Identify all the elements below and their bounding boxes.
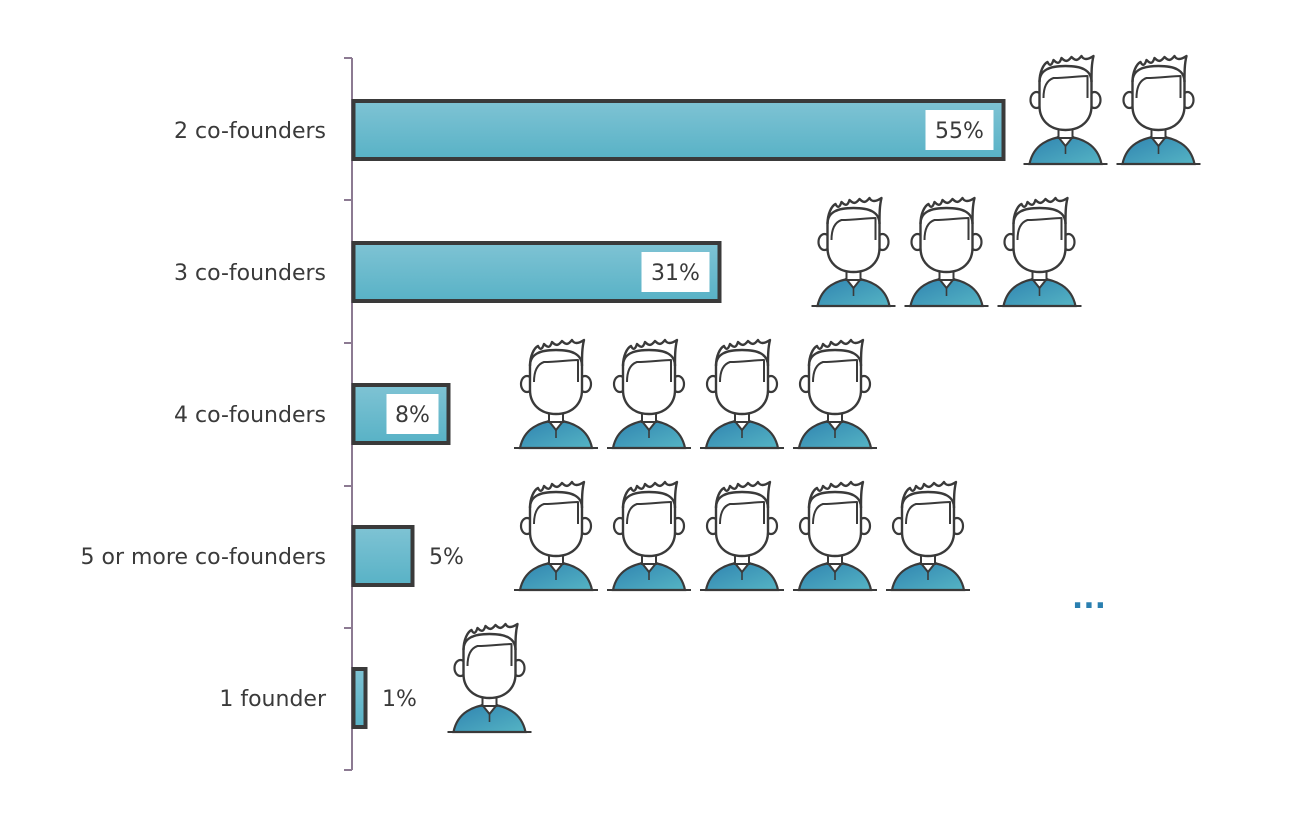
category-label: 1 founder xyxy=(219,687,327,712)
founder-person-icon xyxy=(904,196,989,308)
value-label: 31% xyxy=(651,261,700,286)
value-label-box xyxy=(641,252,710,292)
bar xyxy=(351,99,1006,161)
category-label: 3 co-founders xyxy=(174,261,326,286)
value-label-box xyxy=(925,110,994,150)
founder-person-icon xyxy=(1023,54,1108,166)
y-axis xyxy=(344,57,353,771)
founder-person-icon xyxy=(1116,54,1201,166)
founder-person-icon xyxy=(447,622,532,734)
bars xyxy=(351,99,1006,729)
founder-person-icon xyxy=(514,338,598,450)
value-label-box xyxy=(386,394,439,434)
founder-person-icon xyxy=(793,338,877,450)
founder-person-icon xyxy=(607,480,691,592)
category-label: 4 co-founders xyxy=(174,403,326,428)
category-label: 2 co-founders xyxy=(174,119,326,144)
founder-person-icon xyxy=(793,480,877,592)
founder-person-icon xyxy=(514,480,598,592)
founder-person-icon xyxy=(811,196,896,308)
category-labels: 2 co-founders 3 co-founders 4 co-founders 5… xyxy=(81,119,327,712)
more-indicator: ... xyxy=(1072,581,1106,616)
founder-person-icon xyxy=(700,480,784,592)
bar xyxy=(351,667,368,729)
value-label: 55% xyxy=(935,119,984,144)
value-label: 1% xyxy=(382,687,417,712)
founder-person-icon xyxy=(997,196,1082,308)
value-labels: 55% 31% 8% 5% 1% xyxy=(382,110,994,712)
founder-person-icon xyxy=(886,480,970,592)
founder-person-icon xyxy=(700,338,784,450)
founder-person-icon xyxy=(607,338,691,450)
value-label: 5% xyxy=(429,545,464,570)
founder-icons: ... xyxy=(447,54,1201,734)
category-label: 5 or more co-founders xyxy=(81,545,326,570)
bar xyxy=(351,525,415,587)
value-label: 8% xyxy=(395,403,430,428)
